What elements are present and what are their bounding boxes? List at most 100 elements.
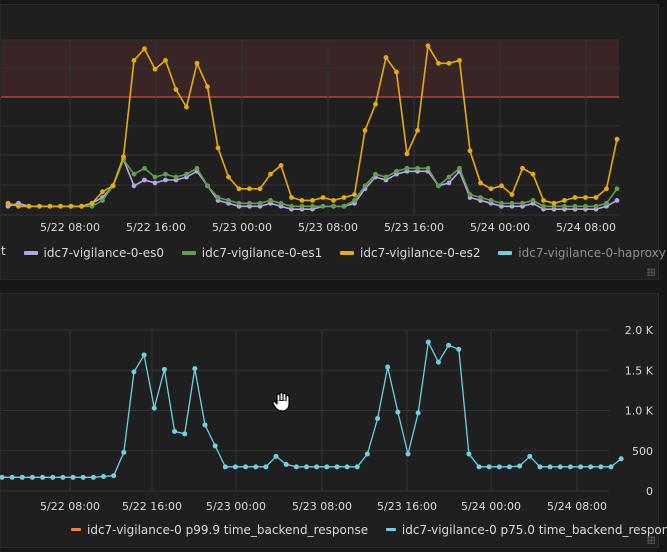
panel-resize-handle[interactable] [647, 536, 655, 544]
data-point-idc7-vigilance-0-es1 [394, 168, 399, 174]
data-point-idc7-vigilance-0 p75.0 time_backend_response [324, 464, 330, 470]
x-tick-label: 5/22 16:00 [122, 500, 182, 513]
data-point-idc7-vigilance-0-es2 [352, 192, 357, 197]
data-point-idc7-vigilance-0 p75.0 time_backend_response [567, 464, 573, 470]
data-point-idc7-vigilance-0-es2 [383, 55, 389, 60]
x-tick-label: 5/24 00:00 [470, 221, 530, 234]
legend-item-p750[interactable]: idc7-vigilance-0 p75.0 time_backend_resp… [385, 523, 667, 537]
backend-response-legend: idc7-vigilance-0 p99.9 time_backend_resp… [71, 520, 667, 537]
panel-resize-handle[interactable] [647, 268, 655, 276]
data-point-idc7-vigilance-0 p75.0 time_backend_response [578, 464, 584, 470]
data-point-idc7-vigilance-0-es1 [593, 203, 599, 209]
data-point-idc7-vigilance-0 p75.0 time_backend_response [486, 464, 492, 470]
data-point-idc7-vigilance-0 p75.0 time_backend_response [151, 405, 157, 411]
legend-item-p999[interactable]: idc7-vigilance-0 p99.9 time_backend_resp… [71, 523, 368, 537]
data-point-idc7-vigilance-0 p75.0 time_backend_response [304, 464, 309, 470]
legend-swatch [181, 251, 196, 255]
legend-item-es0[interactable]: idc7-vigilance-0-es0 [23, 246, 164, 260]
data-point-idc7-vigilance-0 p75.0 time_backend_response [476, 464, 482, 470]
data-point-idc7-vigilance-0-es2 [131, 58, 137, 63]
data-point-idc7-vigilance-0-es2 [47, 203, 53, 209]
data-point-idc7-vigilance-0 p75.0 time_backend_response [385, 364, 391, 370]
data-point-idc7-vigilance-0 p75.0 time_backend_response [496, 464, 502, 470]
data-point-idc7-vigilance-0-es2 [551, 200, 557, 206]
data-point-idc7-vigilance-0-es2 [184, 104, 189, 110]
data-point-idc7-vigilance-0-es1 [100, 198, 105, 203]
data-point-idc7-vigilance-0-es1 [467, 192, 473, 197]
data-point-idc7-vigilance-0-es2 [541, 198, 546, 203]
legend-item-haproxy[interactable]: idc7-vigilance-0-haproxy [498, 246, 666, 260]
data-point-idc7-vigilance-0-es2 [100, 189, 105, 195]
data-point-idc7-vigilance-0-es1 [173, 174, 179, 180]
y-tick-label: 1.0 K [625, 405, 654, 418]
data-point-idc7-vigilance-0-es2 [173, 87, 179, 92]
data-point-idc7-vigilance-0-es2 [394, 69, 399, 75]
legend-swatch [23, 251, 38, 255]
data-point-idc7-vigilance-0-es1 [331, 203, 336, 209]
data-point-idc7-vigilance-0-es1 [530, 198, 536, 203]
x-tick-label: 5/24 00:00 [461, 500, 521, 513]
x-tick-label: 5/22 16:00 [126, 221, 186, 234]
data-point-idc7-vigilance-0-es1 [320, 203, 326, 209]
data-point-idc7-vigilance-0-es1 [289, 203, 294, 209]
legend-item-es2[interactable]: idc7-vigilance-0-es2 [340, 246, 480, 260]
data-point-idc7-vigilance-0 p75.0 time_backend_response [212, 443, 218, 449]
data-point-idc7-vigilance-0 p75.0 time_backend_response [101, 474, 106, 480]
data-point-idc7-vigilance-0-es2 [121, 154, 126, 160]
x-tick-label: 5/23 00:00 [206, 500, 266, 513]
x-tick-label: 5/23 00:00 [212, 221, 272, 234]
data-point-idc7-vigilance-0 p75.0 time_backend_response [273, 453, 279, 459]
legend-item-es1[interactable]: idc7-vigilance-0-es1 [181, 246, 322, 260]
data-point-idc7-vigilance-0 p75.0 time_backend_response [344, 464, 350, 470]
data-point-idc7-vigilance-0 p75.0 time_backend_response [446, 342, 452, 348]
data-point-idc7-vigilance-0-es1 [341, 203, 347, 209]
data-point-idc7-vigilance-0-es1 [457, 165, 462, 171]
data-point-idc7-vigilance-0-es1 [373, 171, 378, 177]
data-point-idc7-vigilance-0 p75.0 time_backend_response [527, 453, 533, 459]
data-point-idc7-vigilance-0 p75.0 time_backend_response [364, 451, 370, 457]
data-point-idc7-vigilance-0-es1 [520, 200, 525, 206]
data-point-idc7-vigilance-0-es1 [425, 165, 431, 171]
data-point-idc7-vigilance-0-es2 [415, 128, 420, 133]
data-point-idc7-vigilance-0 p75.0 time_backend_response [182, 431, 188, 437]
data-point-idc7-vigilance-0-es2 [89, 200, 95, 206]
data-point-idc7-vigilance-0-es2 [446, 60, 452, 66]
data-point-idc7-vigilance-0-es2 [236, 186, 242, 192]
data-point-idc7-vigilance-0-es2 [509, 192, 515, 197]
data-point-idc7-vigilance-0-es1 [499, 200, 504, 206]
data-point-idc7-vigilance-0-es1 [478, 195, 483, 200]
data-point-idc7-vigilance-0-es2 [572, 195, 578, 200]
data-point-idc7-vigilance-0 p75.0 time_backend_response [354, 464, 360, 470]
data-point-idc7-vigilance-0-es2 [16, 203, 21, 209]
data-point-idc7-vigilance-0-es1 [562, 203, 567, 209]
data-point-idc7-vigilance-0-es2 [310, 198, 315, 203]
data-point-idc7-vigilance-0 p75.0 time_backend_response [60, 474, 66, 480]
data-point-idc7-vigilance-0 p75.0 time_backend_response [172, 428, 178, 434]
data-point-idc7-vigilance-0 p75.0 time_backend_response [507, 464, 512, 470]
data-point-idc7-vigilance-0-es2 [562, 198, 567, 203]
data-point-idc7-vigilance-0 p75.0 time_backend_response [456, 346, 462, 352]
data-point-idc7-vigilance-0-es2 [436, 60, 441, 66]
data-point-idc7-vigilance-0 p75.0 time_backend_response [131, 369, 137, 375]
data-point-idc7-vigilance-0-es2 [37, 203, 42, 209]
data-point-idc7-vigilance-0-es2 [79, 203, 84, 209]
data-point-idc7-vigilance-0-es2 [299, 198, 305, 203]
data-point-idc7-vigilance-0-es0 [131, 183, 137, 189]
data-point-idc7-vigilance-0 p75.0 time_backend_response [90, 474, 96, 480]
data-point-idc7-vigilance-0 p75.0 time_backend_response [405, 451, 411, 457]
data-point-idc7-vigilance-0-es1 [572, 203, 578, 209]
data-point-idc7-vigilance-0 p75.0 time_backend_response [608, 464, 614, 470]
data-point-idc7-vigilance-0-es2 [604, 186, 609, 192]
data-point-idc7-vigilance-0 p75.0 time_backend_response [375, 416, 381, 422]
data-point-idc7-vigilance-0-es1 [215, 195, 221, 200]
data-point-idc7-vigilance-0-es2 [373, 101, 378, 107]
data-point-idc7-vigilance-0-es1 [142, 165, 147, 171]
data-point-idc7-vigilance-0 p75.0 time_backend_response [253, 464, 259, 470]
data-point-idc7-vigilance-0-es1 [583, 203, 588, 209]
legend-truncated-prefix[interactable]: t [1, 244, 6, 258]
data-point-idc7-vigilance-0 p75.0 time_backend_response [415, 410, 421, 416]
legend-swatch [498, 251, 513, 255]
data-point-idc7-vigilance-0 p75.0 time_backend_response [283, 461, 289, 467]
data-point-idc7-vigilance-0 p75.0 time_backend_response [243, 464, 249, 470]
data-point-idc7-vigilance-0 p75.0 time_backend_response [141, 352, 147, 358]
